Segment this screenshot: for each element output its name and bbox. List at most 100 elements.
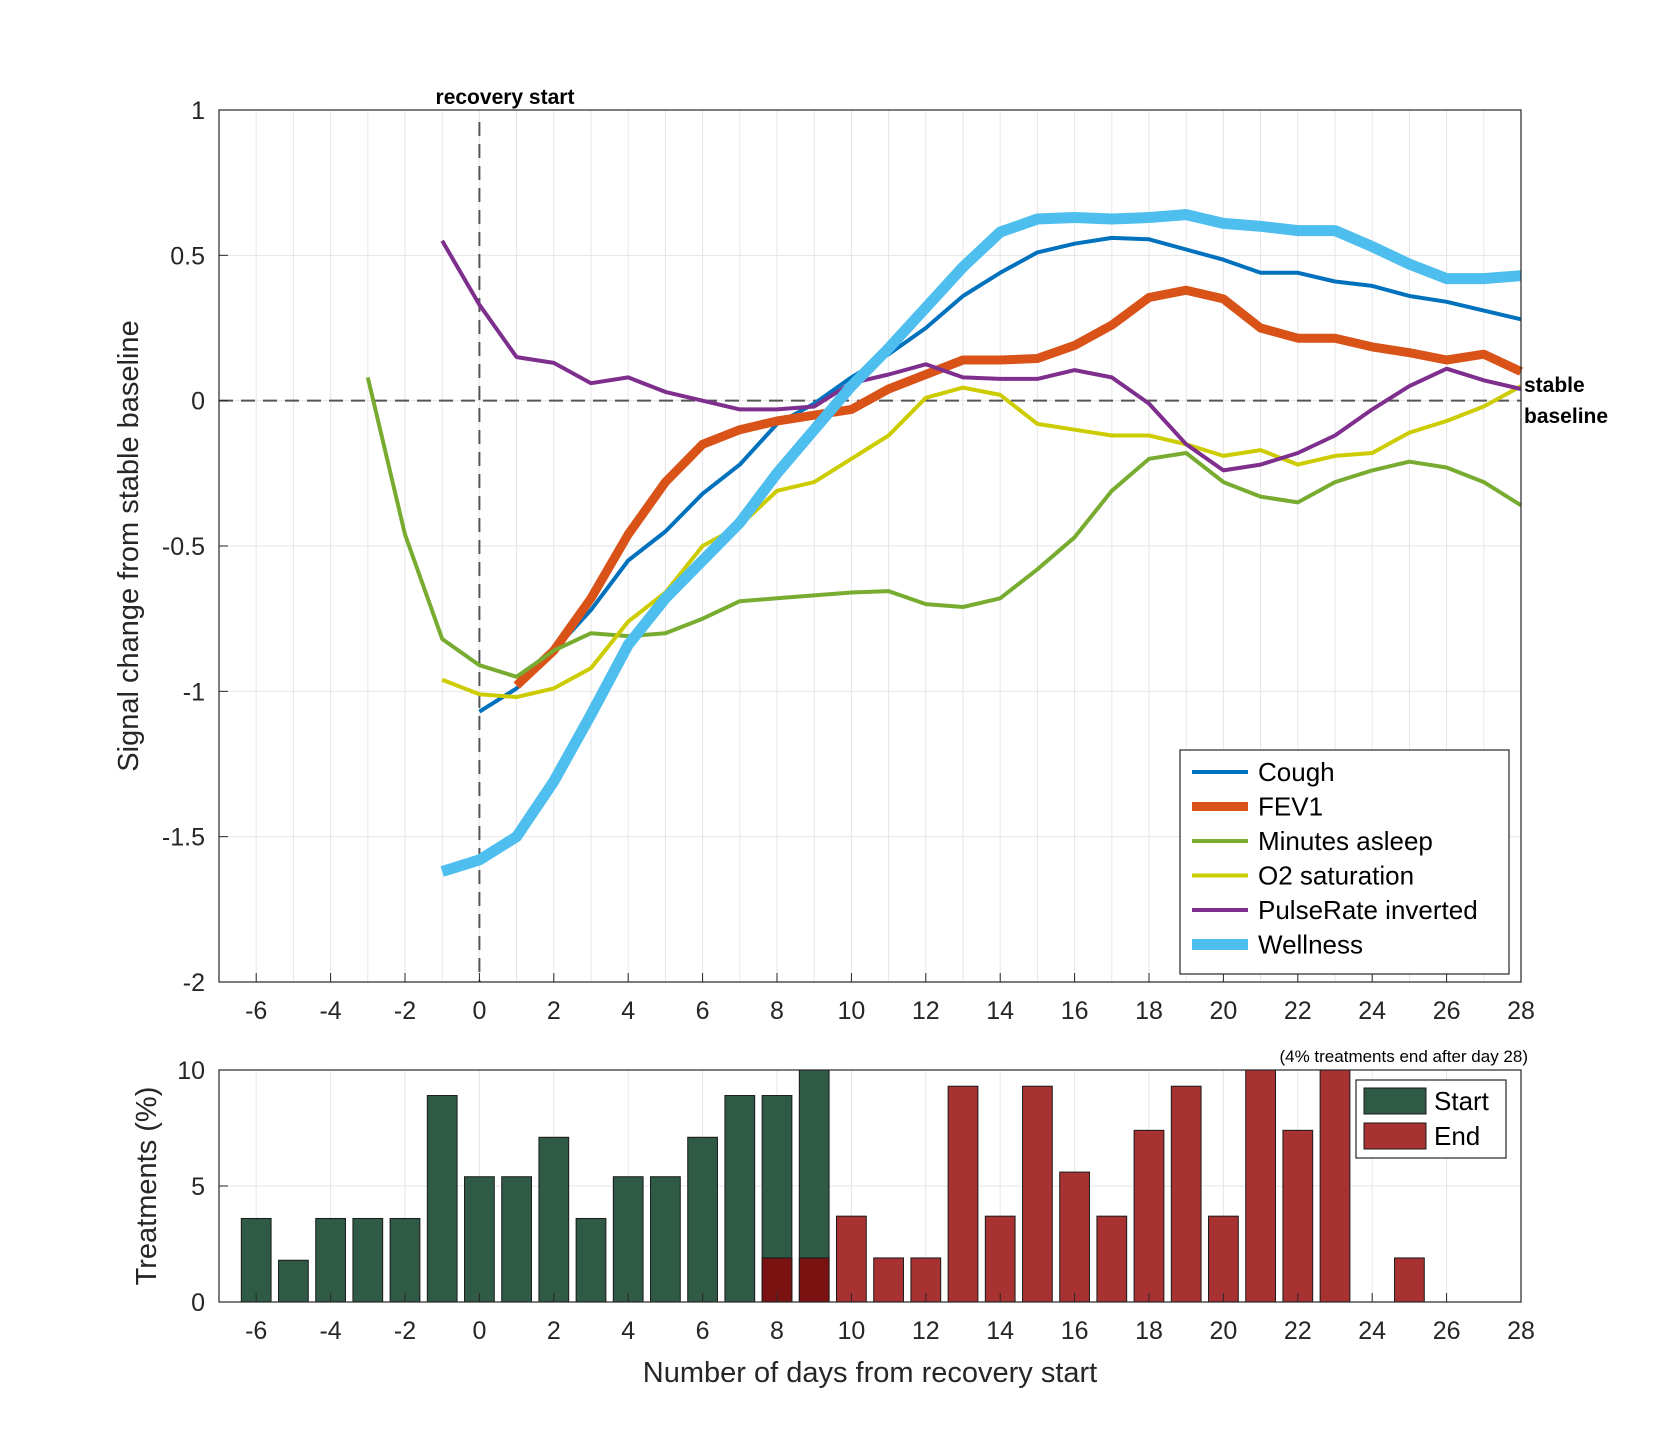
bottom-y-tick-label: 10 [177, 1057, 205, 1085]
bottom-x-tick-label: 28 [1507, 1317, 1535, 1345]
bar-start [426, 1095, 458, 1303]
bottom-x-tick-label: 6 [696, 1317, 710, 1345]
bar-end [1022, 1085, 1053, 1303]
bottom-x-tick-label: 24 [1358, 1317, 1386, 1345]
bar-end [1394, 1257, 1425, 1303]
bottom-x-tick-label: 2 [547, 1317, 561, 1345]
bar-start [240, 1217, 272, 1303]
stable-baseline-label-line1: stable [1524, 374, 1585, 397]
bar-start [612, 1176, 644, 1303]
top-x-tick-label: 14 [986, 997, 1014, 1025]
top-x-tick-label: 12 [912, 997, 940, 1025]
treatments-end-note: (4% treatments end after day 28) [1279, 1047, 1528, 1066]
legend-label-fev1: FEV1 [1258, 792, 1323, 822]
top-x-tick-label: 10 [837, 997, 865, 1025]
bottom-x-tick-label: 22 [1284, 1317, 1312, 1345]
bar-start [278, 1259, 309, 1303]
top-y-tick-label: 0 [191, 388, 205, 416]
bar-end [836, 1215, 867, 1303]
bottom-x-tick-label: 16 [1061, 1317, 1089, 1345]
bottom-x-tick-label: -6 [245, 1317, 267, 1345]
bottom-x-tick-label: 0 [472, 1317, 486, 1345]
bar-start [724, 1095, 756, 1303]
top-x-tick-label: 22 [1284, 997, 1312, 1025]
bottom-x-tick-label: 20 [1209, 1317, 1237, 1345]
bottom-y-axis-label: Treatments (%) [131, 1087, 163, 1286]
top-x-tick-label: 16 [1061, 997, 1089, 1025]
bar-end [1096, 1215, 1128, 1303]
bottom-x-tick-label: 14 [986, 1317, 1014, 1345]
bar-end [984, 1215, 1016, 1303]
top-x-tick-label: 20 [1209, 997, 1237, 1025]
legend-label-end: End [1434, 1121, 1480, 1151]
legend-label-wellness: Wellness [1258, 930, 1363, 960]
bar-start [464, 1176, 495, 1303]
bar-end [1170, 1085, 1202, 1303]
bar-end [1059, 1171, 1090, 1303]
x-axis-label: Number of days from recovery start [643, 1357, 1097, 1389]
bottom-x-tick-label: 12 [912, 1317, 940, 1345]
legend-label-o2-saturation: O2 saturation [1258, 861, 1414, 891]
line-legend-box [1179, 749, 1510, 975]
bars-group [240, 1069, 1425, 1303]
bottom-x-tick-label: -2 [394, 1317, 416, 1345]
bar-end [1245, 1069, 1276, 1303]
top-x-tick-label: 4 [621, 997, 635, 1025]
bottom-x-tick-label: 26 [1433, 1317, 1461, 1345]
line-chart: 10.50-0.5-1-1.5-2-6 -4 -2 0 2 4 6 8 10 12 14 16 18 20… [113, 86, 1608, 1025]
bar-end [798, 1257, 830, 1303]
bar-start [389, 1217, 421, 1303]
bar-end [1282, 1129, 1314, 1303]
bottom-x-tick-label: 4 [621, 1317, 635, 1345]
series-line-wellness [440, 209, 1522, 877]
bottom-y-tick-label: 5 [191, 1173, 205, 1201]
top-x-tick-label: -6 [245, 997, 267, 1025]
bar-end [1133, 1129, 1165, 1303]
series-line-minutes-asleep [365, 376, 1523, 679]
bottom-x-tick-label: 18 [1135, 1317, 1163, 1345]
bar-start [315, 1217, 346, 1303]
bar-end [1208, 1215, 1239, 1303]
legend-label-minutes-asleep: Minutes asleep [1258, 826, 1433, 856]
bottom-x-tick-label: 8 [770, 1317, 784, 1345]
legend-swatch-start [1363, 1087, 1427, 1115]
top-x-tick-label: -2 [394, 997, 416, 1025]
bar-end [873, 1257, 904, 1303]
top-y-tick-label: -0.5 [162, 533, 205, 561]
top-ticks: 10.50-0.5-1-1.5-2-6 -4 -2 0 2 4 6 8 10 12 14 16 18 20… [162, 97, 1535, 1025]
top-y-tick-label: -2 [183, 969, 205, 997]
top-x-tick-label: -4 [319, 997, 341, 1025]
top-y-axis-label: Signal change from stable baseline [113, 320, 145, 771]
bar-start [650, 1176, 681, 1303]
bar-start [575, 1217, 607, 1303]
bar-start [352, 1217, 384, 1303]
legend-label-start: Start [1434, 1086, 1490, 1116]
legend-label-cough: Cough [1258, 757, 1335, 787]
top-x-tick-label: 28 [1507, 997, 1535, 1025]
bar-end [1319, 1069, 1351, 1303]
legend-label-pulserate-inverted: PulseRate inverted [1258, 895, 1478, 925]
top-x-tick-label: 0 [472, 997, 486, 1025]
top-x-tick-label: 2 [547, 997, 561, 1025]
top-y-tick-label: 1 [191, 97, 205, 125]
series-line-o2-saturation [441, 384, 1522, 700]
bar-start [687, 1136, 718, 1303]
series-line-fev1 [513, 285, 1523, 689]
series-line-pulserate-inverted [440, 239, 1522, 473]
top-x-tick-label: 18 [1135, 997, 1163, 1025]
top-x-tick-label: 24 [1358, 997, 1386, 1025]
recovery-start-label: recovery start [436, 86, 575, 109]
stable-baseline-label-line2: baseline [1524, 405, 1608, 428]
bar-start [538, 1136, 570, 1303]
top-x-tick-label: 8 [770, 997, 784, 1025]
bottom-y-tick-label: 0 [191, 1289, 205, 1317]
line-series-group [365, 209, 1523, 877]
bottom-x-tick-label: -4 [319, 1317, 341, 1345]
bottom-x-tick-label: 10 [837, 1317, 865, 1345]
line-legend: Cough FEV1 Minutes asleep O2 saturation Puls… [1179, 749, 1510, 975]
top-y-tick-label: 0.5 [170, 242, 205, 270]
bar-end [947, 1085, 979, 1303]
